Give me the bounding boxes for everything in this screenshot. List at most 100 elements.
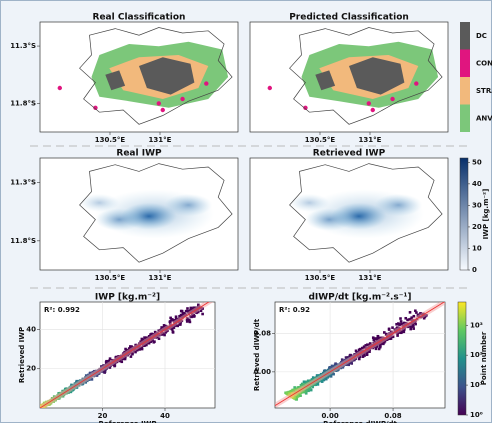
y-tick-label: 40 [26, 325, 36, 333]
iwp-cloud [289, 193, 330, 212]
hexbin-cell [402, 321, 406, 325]
hexbin-cell [307, 389, 310, 393]
hexbin-cell [172, 326, 176, 329]
y-axis-label: Retrieved IWP [18, 327, 26, 383]
hexbin-cell [368, 350, 371, 353]
hexbin-cell [391, 335, 395, 339]
panel-title: dIWP/dt [kg.m⁻².s⁻¹] [308, 293, 411, 303]
hexbin-cell [309, 388, 313, 391]
hexbin-cell [178, 314, 181, 318]
hexbin-cell [108, 366, 112, 369]
hexbin-cell [310, 378, 314, 381]
hexbin-cell [331, 365, 335, 368]
annotation: R²: 0.92 [279, 306, 310, 314]
x-tick-label: 0.08 [384, 412, 401, 420]
hexbin-cell [131, 352, 134, 356]
colorbar-tick-label: 0 [472, 266, 477, 274]
hexbin-cell [334, 362, 337, 365]
hexbin-cell [140, 347, 144, 351]
colorbar [457, 301, 467, 416]
hexbin-cell [162, 324, 166, 327]
hexbin-cell [368, 342, 372, 346]
hexbin-cell [125, 349, 128, 352]
colorbar-label: IWP [kg.m⁻²] [482, 189, 490, 240]
hexbin-cell [320, 378, 324, 382]
coastline [289, 27, 443, 125]
conv-cell [204, 81, 209, 86]
conv-cell [414, 81, 419, 86]
x-tick-label: 0.00 [321, 412, 338, 420]
category-swatch [460, 77, 470, 105]
hexbin-cell [135, 348, 139, 352]
hexbin-cell [297, 393, 301, 396]
coastline [79, 27, 233, 125]
x-axis-label: Reference dIWP/dt [323, 420, 397, 423]
hexbin-cell [407, 325, 411, 328]
hexbin-cell [105, 361, 109, 365]
hexbin-cell [415, 311, 418, 314]
hexbin-cell [391, 326, 394, 329]
hexbin-cell [408, 311, 412, 314]
hexbin-cell [300, 382, 304, 386]
hexbin-cell [100, 365, 103, 368]
colorbar-tick-label: 10¹ [470, 381, 483, 389]
dc-area [139, 57, 195, 95]
hexbin-cell [120, 360, 124, 364]
conv-cell [366, 101, 371, 106]
hexbin-cell [316, 383, 320, 386]
hexbin-cell [401, 329, 404, 333]
hexbin-cell [70, 383, 73, 387]
y-tick-label: 20 [26, 365, 36, 373]
iwp-cloud [79, 193, 120, 212]
hexbin-cell [324, 377, 328, 381]
hexbin-cell [291, 389, 294, 393]
hexbin-cell [160, 326, 163, 329]
hexbin-cell [168, 320, 172, 324]
panel-title: Real IWP [116, 149, 162, 159]
hexbin-cell [171, 331, 175, 334]
hexbin-cell [201, 312, 204, 316]
hexbin-cell [141, 338, 145, 342]
hexbin-cell [134, 350, 137, 354]
hexbin-cell [153, 330, 157, 334]
y-tick-label: 0.00 [254, 368, 271, 376]
conv-cell [303, 105, 308, 111]
hexbin-cell [179, 323, 182, 326]
hexbin-cell [358, 355, 362, 359]
hexbin-cell [189, 306, 193, 310]
hexbin-cell [409, 325, 413, 328]
hexbin-cell [344, 356, 348, 359]
conv-cell [370, 107, 375, 113]
colorbar-tick-label: 10³ [470, 321, 483, 329]
hexbin-cell [360, 346, 364, 350]
x-tick-label: 20 [98, 412, 108, 420]
hexbin-cell [95, 374, 99, 377]
hexbin-cell [362, 345, 366, 348]
y-tick-label: 11.3°S [10, 42, 36, 50]
conv-cell [160, 107, 165, 113]
hexbin-cell [305, 380, 308, 384]
hexbin-cell [197, 303, 200, 307]
hexbin-cell [157, 337, 161, 341]
hexbin-cell [288, 392, 291, 395]
hexbin-cell [414, 309, 417, 313]
hexbin-cell [357, 357, 361, 361]
hexbin-cell [397, 323, 401, 326]
hexbin-cell [372, 338, 376, 342]
hexbin-cell [383, 331, 386, 334]
hexbin-cell [406, 318, 409, 322]
panel-title: Real Classification [93, 13, 186, 23]
colorbar-tick-label: 40 [472, 180, 482, 188]
hexbin-cell [346, 356, 350, 359]
colorbar-tick-label: 30 [472, 201, 482, 209]
hexbin-cell [176, 324, 180, 328]
hexbin-cell [299, 383, 303, 387]
hexbin-cell [302, 380, 306, 384]
hexbin-cell [84, 381, 88, 384]
conv-cell [156, 101, 161, 106]
hexbin-cell [184, 309, 188, 313]
hexbin-cell [199, 309, 203, 312]
hexbin-cell [311, 385, 315, 389]
hexbin-cell [152, 340, 156, 344]
category-swatch [460, 104, 470, 132]
